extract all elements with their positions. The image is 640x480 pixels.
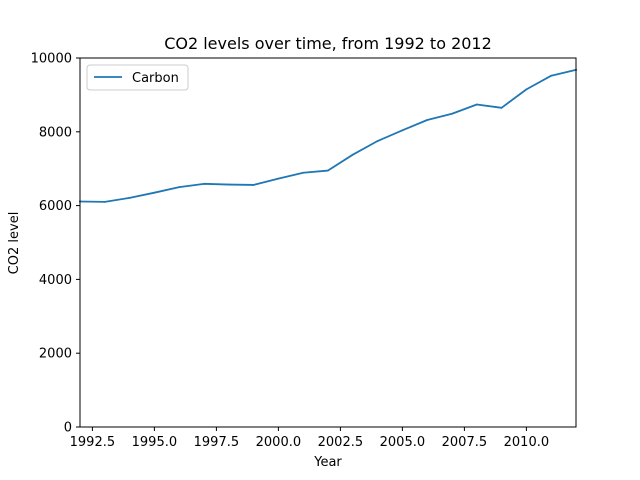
y-tick-label: 0	[64, 421, 72, 436]
y-tick-label: 10000	[31, 52, 72, 67]
x-tick-label: 2010.0	[504, 435, 550, 450]
x-tick-label: 1992.5	[70, 435, 116, 450]
data-point	[153, 191, 156, 194]
data-point	[277, 177, 280, 180]
data-point	[302, 171, 305, 174]
data-point	[475, 103, 478, 106]
x-tick-label: 2002.5	[318, 435, 364, 450]
data-point	[327, 169, 329, 172]
y-tick-label: 6000	[39, 199, 72, 214]
data-point	[351, 153, 354, 156]
data-point	[103, 201, 106, 203]
legend-box	[86, 64, 189, 91]
legend-label-carbon: Carbon	[132, 71, 179, 86]
data-point	[525, 88, 528, 91]
x-tick-label: 2007.5	[442, 435, 488, 450]
data-point	[227, 183, 230, 186]
data-point	[376, 140, 379, 142]
plot-frame	[79, 57, 577, 428]
data-point	[128, 196, 131, 199]
y-tick-label: 4000	[39, 273, 72, 288]
y-tick-label: 8000	[39, 125, 72, 140]
data-point	[426, 119, 429, 121]
x-tick-label: 1995.0	[132, 435, 178, 450]
x-tick-label: 1997.5	[194, 435, 240, 450]
legend: Carbon	[86, 64, 189, 91]
x-axis-ticks: 1992.5 1995.0 1997.5 2000.0 2002.5 2005.0 2007…	[70, 427, 550, 450]
data-point	[203, 182, 205, 185]
data-point	[451, 112, 453, 115]
data-point	[178, 186, 181, 189]
y-axis-label: CO2 level	[7, 212, 22, 275]
data-point	[252, 184, 255, 186]
y-axis-ticks: 0 2000 4000 6000 8000 10000	[31, 52, 80, 436]
data-point	[550, 74, 553, 77]
data-point	[500, 106, 503, 109]
x-tick-label: 2000.0	[256, 435, 302, 450]
data-point	[401, 129, 404, 132]
plot-area	[80, 58, 576, 427]
x-axis-label: Year	[313, 455, 342, 470]
chart-title: CO2 levels over time, from 1992 to 2012	[164, 34, 492, 53]
y-tick-label: 2000	[39, 347, 72, 362]
x-tick-label: 2005.0	[380, 435, 426, 450]
